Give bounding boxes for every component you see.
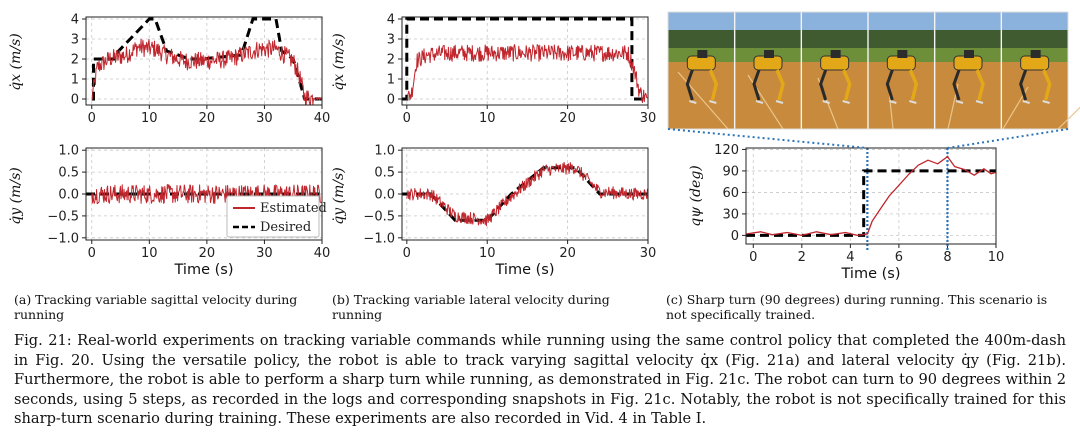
x-tick-label: 30 xyxy=(256,246,273,261)
y-tick-label: 90 xyxy=(722,164,739,179)
x-tick-label: 10 xyxy=(141,111,158,126)
y-tick-label: 120 xyxy=(714,143,739,158)
series-estimated-line xyxy=(406,44,649,103)
robot-snapshot xyxy=(685,50,719,104)
chart-a-top: 0 10 20 30 40 0 1 2 3 4 q̇x (m/s) xyxy=(8,13,330,127)
y-tick-label: 3 xyxy=(71,33,79,48)
y-axis-label: q̇y (m/s) xyxy=(331,167,347,224)
subcaption-c: (c) Sharp turn (90 degrees) during runni… xyxy=(666,292,1048,322)
y-tick-label: 1 xyxy=(387,73,395,88)
y-tick-label: −0.5 xyxy=(363,209,395,224)
y-tick-label: 30 xyxy=(722,207,739,222)
x-tick-label: 40 xyxy=(314,246,331,261)
x-tick-label: 30 xyxy=(640,111,657,126)
series-estimated-line xyxy=(406,161,649,227)
x-tick-label: 6 xyxy=(895,250,903,265)
chart-b-top: 0 10 20 30 0 1 2 3 4 q̇x (m/s) xyxy=(331,13,656,127)
snapshot-connector-line xyxy=(947,128,1069,149)
y-tick-label: 0 xyxy=(731,229,739,244)
x-tick-label: 20 xyxy=(199,246,216,261)
x-tick-label: 20 xyxy=(199,111,216,126)
x-tick-label: 8 xyxy=(943,250,951,265)
x-tick-label: 40 xyxy=(314,111,331,126)
x-tick-label: 10 xyxy=(988,250,1005,265)
plot-frame xyxy=(85,147,323,241)
y-tick-label: 0.0 xyxy=(374,188,395,203)
y-tick-label: 1 xyxy=(71,73,79,88)
x-tick-label: 30 xyxy=(640,246,657,261)
x-tick-label: 2 xyxy=(798,250,806,265)
robot-snapshot xyxy=(1019,50,1052,104)
chart-a-bottom: 0 10 20 30 40 −1.0 −0.5 0.0 0.5 1.0 q̇y (m/s) Time … xyxy=(8,144,330,278)
series-estimated-line xyxy=(745,155,997,237)
y-tick-label: 1.0 xyxy=(58,144,79,159)
y-axis-label: q̇x (m/s) xyxy=(8,33,24,90)
plot-frame xyxy=(745,147,997,245)
legend-box xyxy=(226,195,320,238)
y-axis-label: q̇y (m/s) xyxy=(8,167,24,224)
y-tick-label: 0.0 xyxy=(58,188,79,203)
chart-b-bottom: 0 10 20 30 −1.0 −0.5 0.0 0.5 1.0 q̇y (m/s) Time (s… xyxy=(331,144,656,278)
track-lane-line xyxy=(1057,106,1080,130)
series-estimated-line xyxy=(91,38,323,106)
x-tick-label: 0 xyxy=(88,246,96,261)
x-axis-label: Time (s) xyxy=(174,262,234,278)
legend-entry-estimated: Estimated xyxy=(260,201,327,216)
x-tick-label: 0 xyxy=(88,111,96,126)
x-tick-label: 10 xyxy=(479,111,496,126)
y-tick-label: 4 xyxy=(387,13,395,28)
subcaption-b: (b) Tracking variable lateral velocity d… xyxy=(332,292,610,322)
x-tick-label: 20 xyxy=(559,111,576,126)
robot-snapshot xyxy=(952,50,985,104)
y-tick-label: 0 xyxy=(387,93,395,108)
y-tick-label: −1.0 xyxy=(47,231,79,246)
snapshot-connector-line xyxy=(667,128,868,149)
x-tick-label: 0 xyxy=(749,250,757,265)
robot-snapshot xyxy=(752,50,785,104)
x-tick-label: 0 xyxy=(403,111,411,126)
chart-c-bottom: 0 2 4 6 8 10 0 30 60 90 120 qψ (deg) Time (s) xyxy=(688,143,1004,282)
y-tick-label: 60 xyxy=(722,186,739,201)
series-desired-line xyxy=(402,17,648,101)
robot-snapshot xyxy=(885,50,919,104)
y-axis-label: qψ (deg) xyxy=(688,165,704,227)
y-tick-label: 0.5 xyxy=(58,166,79,181)
x-axis-label: Time (s) xyxy=(841,266,901,282)
subcaption-a: (a) Tracking variable sagittal velocity … xyxy=(14,292,298,322)
y-tick-label: 2 xyxy=(387,53,395,68)
series-desired-line xyxy=(746,169,996,237)
plot-frame xyxy=(401,147,649,241)
x-tick-label: 30 xyxy=(256,111,273,126)
track-lane-line xyxy=(677,71,729,130)
y-tick-label: 0.5 xyxy=(374,166,395,181)
x-tick-label: 20 xyxy=(559,246,576,261)
y-tick-label: 1.0 xyxy=(374,144,395,159)
y-tick-label: 2 xyxy=(71,53,79,68)
plot-frame xyxy=(85,16,323,106)
figure-caption: Fig. 21: Real-world experiments on track… xyxy=(14,332,1066,427)
x-axis-label: Time (s) xyxy=(495,262,555,278)
y-tick-label: −0.5 xyxy=(47,209,79,224)
y-tick-label: 4 xyxy=(71,13,79,28)
legend-entry-desired: Desired xyxy=(260,220,311,235)
x-tick-label: 4 xyxy=(846,250,854,265)
plot-frame xyxy=(401,16,649,106)
snapshot-photo-strip xyxy=(667,11,1080,130)
y-tick-label: −1.0 xyxy=(363,231,395,246)
x-tick-label: 0 xyxy=(403,246,411,261)
photo-frame xyxy=(667,11,1069,130)
y-tick-label: 3 xyxy=(387,33,395,48)
x-tick-label: 10 xyxy=(479,246,496,261)
x-tick-label: 10 xyxy=(141,246,158,261)
robot-snapshot xyxy=(819,50,852,104)
y-tick-label: 0 xyxy=(71,93,79,108)
y-axis-label: q̇x (m/s) xyxy=(331,33,347,90)
